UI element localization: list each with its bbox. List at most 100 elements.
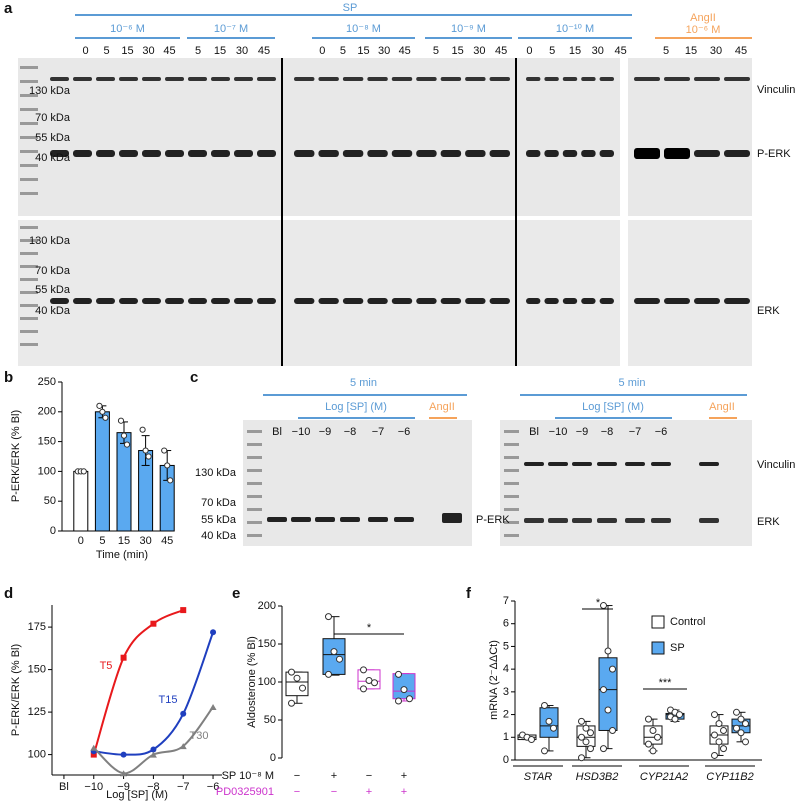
point: [715, 738, 723, 746]
ladder-band: [504, 430, 519, 433]
marker: [120, 654, 127, 661]
ladder-band: [20, 291, 38, 294]
point: [737, 729, 745, 737]
band: [342, 298, 364, 304]
point: [161, 447, 168, 454]
kda-label: 40 kDa: [35, 152, 71, 164]
angii-sub: 10⁻⁶ M: [686, 24, 721, 36]
row-sign: +: [366, 786, 372, 798]
band: [581, 298, 596, 304]
band: [234, 150, 253, 157]
row-label: SP 10⁻⁸ M: [222, 770, 274, 782]
ladder-band: [504, 443, 519, 446]
series-label: T30: [190, 730, 209, 742]
ladder-band: [20, 150, 38, 153]
lane-label: −7: [629, 426, 642, 438]
band-label: ERK: [757, 305, 780, 317]
x-tick-label: −10: [84, 781, 103, 793]
band: [368, 517, 388, 522]
band: [651, 462, 671, 466]
y-tick-label: 1: [503, 731, 509, 743]
band: [188, 150, 207, 157]
time-label: 45: [258, 45, 270, 57]
point: [649, 726, 657, 734]
time-label: 30: [710, 45, 722, 57]
blot-header: 5 min: [350, 377, 377, 389]
y-tick-label: 4: [503, 663, 509, 675]
annotation: ***: [659, 677, 673, 689]
band: [526, 77, 541, 81]
band: [440, 77, 462, 81]
ladder-band: [504, 456, 519, 459]
band: [724, 150, 750, 157]
band: [526, 150, 541, 157]
band: [599, 150, 614, 157]
point: [293, 674, 301, 682]
marker: [180, 607, 187, 614]
lane-label: −10: [549, 426, 568, 438]
ladder-band: [20, 94, 38, 97]
point: [715, 720, 723, 728]
point: [654, 733, 661, 741]
ladder-band: [20, 304, 38, 307]
x-tick-label: CYP21A2: [640, 771, 688, 783]
point: [587, 745, 594, 753]
ladder-band: [504, 482, 519, 485]
point: [102, 414, 109, 421]
ladder-band: [247, 443, 262, 446]
band: [391, 77, 413, 81]
y-tick-label: 0: [270, 752, 276, 764]
band: [165, 150, 184, 157]
y-tick-label: 0: [503, 754, 509, 766]
lane-label: −7: [372, 426, 385, 438]
curve: [92, 609, 184, 755]
series-label: T5: [100, 660, 113, 672]
y-tick-label: 100: [28, 749, 46, 761]
band: [597, 462, 617, 466]
point: [645, 715, 652, 723]
band: [694, 150, 720, 157]
band: [524, 518, 544, 523]
bar: [116, 432, 132, 532]
band: [318, 150, 339, 157]
time-label: 15: [569, 45, 581, 57]
point: [587, 729, 594, 737]
x-tick-label: −6: [207, 781, 220, 793]
row-sign: +: [331, 770, 337, 782]
band: [572, 462, 592, 466]
band: [234, 77, 253, 81]
point: [541, 747, 548, 755]
y-tick-label: 50: [264, 714, 276, 726]
ladder-band: [247, 495, 262, 498]
band: [119, 298, 138, 304]
band: [294, 150, 315, 157]
band: [465, 150, 486, 157]
row-sign: −: [366, 770, 372, 782]
time-label: 5: [340, 45, 346, 57]
time-label: 5: [103, 45, 109, 57]
ladder-band: [504, 508, 519, 511]
band: [416, 77, 437, 81]
point: [578, 717, 585, 725]
band: [562, 298, 578, 304]
band: [73, 77, 92, 81]
kda-label: 55 kDa: [201, 514, 237, 526]
point: [649, 747, 657, 755]
point: [733, 724, 740, 732]
point: [742, 720, 749, 728]
time-label: 45: [163, 45, 175, 57]
ladder-band: [20, 330, 38, 333]
ladder-band: [20, 343, 38, 346]
ladder-band: [504, 469, 519, 472]
kda-label: 130 kDa: [195, 467, 237, 479]
series-label: T15: [159, 694, 178, 706]
band: [526, 298, 541, 304]
marker: [179, 743, 187, 750]
band: [367, 77, 388, 81]
bar: [73, 470, 89, 532]
point: [545, 717, 553, 725]
box: [598, 657, 618, 731]
panel-label: e: [232, 585, 240, 602]
angii-label: AngII: [709, 401, 735, 413]
point: [711, 711, 718, 719]
